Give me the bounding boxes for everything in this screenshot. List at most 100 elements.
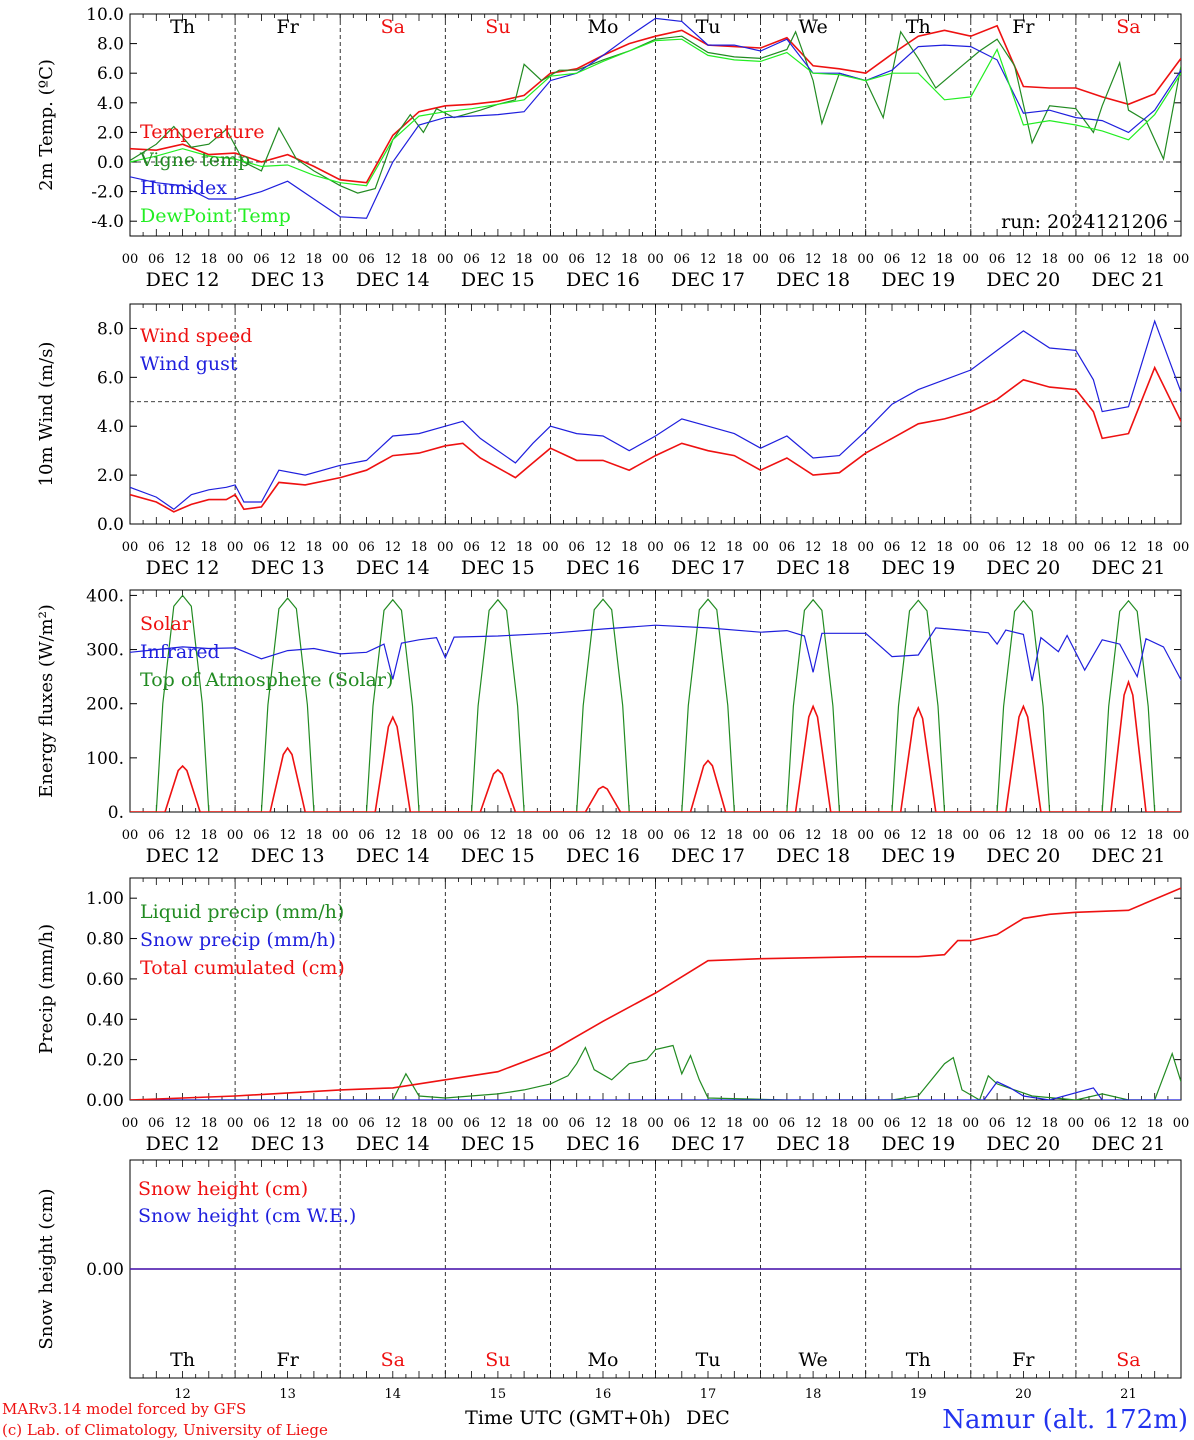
date-label: DEC 20 xyxy=(986,845,1060,867)
hour-label: 00 xyxy=(857,252,874,267)
series-line-0 xyxy=(130,365,1181,513)
legend-entry: Infrared xyxy=(140,641,220,663)
hour-label: 00 xyxy=(122,540,139,555)
hour-label: 18 xyxy=(306,1116,323,1131)
hour-label: 18 xyxy=(201,1116,218,1131)
y-tick-label: 0.40 xyxy=(86,1010,124,1030)
legend-entry: Liquid precip (mm/h) xyxy=(140,901,344,923)
y-axis-label: Precip (mm/h) xyxy=(36,924,57,1054)
y-tick-label: 200. xyxy=(86,695,124,715)
day-separators xyxy=(234,14,1077,236)
day-number: 16 xyxy=(595,1387,612,1402)
hour-label: 12 xyxy=(805,252,822,267)
hour-label: 18 xyxy=(516,1116,533,1131)
day-number: 19 xyxy=(910,1387,927,1402)
hour-label: 06 xyxy=(779,828,796,843)
series-line-2 xyxy=(130,17,1181,219)
hour-label: 18 xyxy=(1146,252,1163,267)
hour-label: 00 xyxy=(227,1116,244,1131)
legend-entry: Snow precip (mm/h) xyxy=(140,929,336,951)
hour-label: 12 xyxy=(174,1116,191,1131)
hour-label: 06 xyxy=(358,540,375,555)
hour-label: 00 xyxy=(1173,540,1190,555)
hour-label: 06 xyxy=(1094,1116,1111,1131)
y-axis-label: Energy fluxes (W/m²) xyxy=(36,604,57,798)
day-separators xyxy=(234,878,1077,1100)
hour-label: 12 xyxy=(384,1116,401,1131)
hour-label: 18 xyxy=(516,252,533,267)
day-number: 13 xyxy=(279,1387,296,1402)
hour-label: 00 xyxy=(542,1116,559,1131)
day-name-bottom: Sa xyxy=(1116,1349,1140,1371)
day-name-top: Th xyxy=(170,16,195,38)
date-label: DEC 15 xyxy=(461,269,535,291)
hour-label: 18 xyxy=(201,252,218,267)
hour-label: 18 xyxy=(726,1116,743,1131)
hour-label: 00 xyxy=(122,1116,139,1131)
series-line-0 xyxy=(130,24,1181,184)
date-label: DEC 19 xyxy=(881,1133,955,1155)
y-tick-label: 0.00 xyxy=(86,1091,124,1111)
date-label: DEC 20 xyxy=(986,557,1060,579)
hour-label: 06 xyxy=(884,828,901,843)
y-tick-label: 4.0 xyxy=(97,94,124,114)
time-ticks xyxy=(129,304,1182,524)
y-tick-label: 300. xyxy=(86,641,124,661)
date-label: DEC 15 xyxy=(461,845,535,867)
y-tick-label: 400. xyxy=(86,586,124,606)
hour-label: 06 xyxy=(674,1116,691,1131)
date-label: DEC 13 xyxy=(251,269,325,291)
hour-label: 00 xyxy=(857,828,874,843)
y-tick-label: 0.80 xyxy=(86,930,124,950)
hour-label: 00 xyxy=(857,1116,874,1131)
time-ticks xyxy=(129,590,1182,812)
hour-label: 12 xyxy=(1015,1116,1032,1131)
hour-label: 12 xyxy=(910,252,927,267)
series-line-0 xyxy=(130,679,1181,812)
hour-label: 18 xyxy=(831,252,848,267)
y-tick-label: 0.0 xyxy=(97,153,124,173)
hour-label: 12 xyxy=(700,252,717,267)
day-name-top: Sa xyxy=(381,16,405,38)
y-tick-label: -2.0 xyxy=(91,183,124,203)
date-label: DEC 12 xyxy=(146,845,220,867)
hour-label: 12 xyxy=(384,828,401,843)
date-label: DEC 21 xyxy=(1092,269,1166,291)
series-line-1 xyxy=(130,30,1181,194)
hour-label: 06 xyxy=(463,540,480,555)
legend-entry: Vigne temp xyxy=(139,149,250,171)
hour-label: 06 xyxy=(148,1116,165,1131)
date-label: DEC 16 xyxy=(566,557,640,579)
date-label: DEC 18 xyxy=(776,557,850,579)
hour-label: 00 xyxy=(1068,1116,1085,1131)
day-name-top: Th xyxy=(906,16,931,38)
hour-label: 00 xyxy=(752,1116,769,1131)
hour-label: 06 xyxy=(358,252,375,267)
hour-label: 06 xyxy=(358,1116,375,1131)
date-label: DEC 17 xyxy=(671,1133,745,1155)
day-name-bottom: Tu xyxy=(696,1349,721,1371)
legend-entry: DewPoint Temp xyxy=(140,205,291,227)
hour-label: 00 xyxy=(437,828,454,843)
panel-2: 8.0 6.0 4.0 2.0 0.0 10m Wind (m/s) 00 06 12 18 DEC… xyxy=(36,303,1190,579)
hour-label: 12 xyxy=(279,828,296,843)
date-label: DEC 14 xyxy=(356,557,430,579)
location-label: Namur (alt. 172m) xyxy=(942,1405,1188,1435)
hour-label: 00 xyxy=(647,828,664,843)
y-tick-label: 6.0 xyxy=(97,368,124,388)
hour-label: 18 xyxy=(306,540,323,555)
hour-label: 18 xyxy=(936,252,953,267)
y-axis-label: Snow height (cm) xyxy=(36,1188,57,1349)
day-name-top: Sa xyxy=(1116,16,1140,38)
hour-label: 12 xyxy=(1120,540,1137,555)
hour-label: 00 xyxy=(1173,828,1190,843)
date-label: DEC 21 xyxy=(1092,1133,1166,1155)
date-label: DEC 14 xyxy=(356,269,430,291)
day-name-top: Fr xyxy=(277,16,300,38)
panel-5: 0.00 Snow height (cm) Snow height (cm) Snow… xyxy=(36,1159,1182,1379)
date-label: DEC 12 xyxy=(146,1133,220,1155)
date-label: DEC 16 xyxy=(566,269,640,291)
date-label: DEC 21 xyxy=(1092,557,1166,579)
day-name-top: Mo xyxy=(587,16,618,38)
day-name-top: Tu xyxy=(696,16,721,38)
